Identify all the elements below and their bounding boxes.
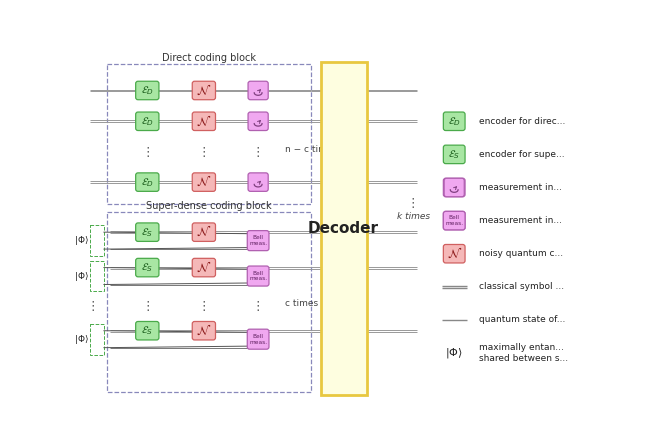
Text: c times: c times <box>285 298 318 307</box>
FancyBboxPatch shape <box>247 266 269 286</box>
FancyBboxPatch shape <box>444 145 465 164</box>
Text: $\mathcal{E}_S$: $\mathcal{E}_S$ <box>141 226 153 239</box>
FancyBboxPatch shape <box>192 112 216 131</box>
Text: $|\Phi\rangle$: $|\Phi\rangle$ <box>74 333 88 346</box>
FancyBboxPatch shape <box>135 81 159 100</box>
FancyBboxPatch shape <box>444 211 465 230</box>
Text: k times: k times <box>397 212 429 221</box>
FancyBboxPatch shape <box>321 62 366 395</box>
FancyBboxPatch shape <box>444 244 465 263</box>
FancyBboxPatch shape <box>247 329 269 349</box>
FancyBboxPatch shape <box>135 173 159 191</box>
Text: $\mathcal{E}_S$: $\mathcal{E}_S$ <box>141 324 153 337</box>
Text: Bell
meas.: Bell meas. <box>249 235 267 246</box>
Text: $\mathcal{N}$: $\mathcal{N}$ <box>446 247 462 261</box>
FancyBboxPatch shape <box>192 223 216 241</box>
Text: $\mathcal{N}$: $\mathcal{N}$ <box>196 324 212 338</box>
FancyBboxPatch shape <box>444 178 464 197</box>
FancyBboxPatch shape <box>192 81 216 100</box>
FancyBboxPatch shape <box>135 112 159 131</box>
Text: Bell
meas.: Bell meas. <box>445 215 463 226</box>
Text: Super-dense coding block: Super-dense coding block <box>146 201 272 211</box>
Text: Decoder: Decoder <box>308 221 379 236</box>
Text: Bell
meas.: Bell meas. <box>249 271 267 281</box>
Text: encoder for direc...: encoder for direc... <box>479 117 565 126</box>
Text: ⋮: ⋮ <box>141 145 153 159</box>
Text: measurement in...: measurement in... <box>479 183 562 192</box>
Text: encoder for supe...: encoder for supe... <box>479 150 565 159</box>
Text: $\mathcal{E}_D$: $\mathcal{E}_D$ <box>141 115 154 128</box>
FancyBboxPatch shape <box>192 322 216 340</box>
Text: ⋮: ⋮ <box>198 145 210 159</box>
FancyBboxPatch shape <box>444 178 465 197</box>
Text: $\mathcal{N}$: $\mathcal{N}$ <box>196 83 212 98</box>
Text: n − c times: n − c times <box>285 145 338 153</box>
Text: Direct coding block: Direct coding block <box>162 53 256 63</box>
Text: ⋮: ⋮ <box>407 197 419 210</box>
Text: $\mathcal{E}_S$: $\mathcal{E}_S$ <box>141 261 153 274</box>
FancyBboxPatch shape <box>135 258 159 277</box>
Text: $\mathcal{E}_D$: $\mathcal{E}_D$ <box>448 115 461 128</box>
Text: $\mathcal{E}_D$: $\mathcal{E}_D$ <box>141 176 154 189</box>
FancyBboxPatch shape <box>248 81 268 100</box>
Text: measurement in...: measurement in... <box>479 216 562 225</box>
Text: ⋮: ⋮ <box>252 300 265 313</box>
FancyBboxPatch shape <box>248 112 268 131</box>
Text: ⋮: ⋮ <box>87 300 99 313</box>
FancyBboxPatch shape <box>248 173 268 191</box>
Text: $|\Phi\rangle$: $|\Phi\rangle$ <box>74 269 88 283</box>
Text: $\mathcal{N}$: $\mathcal{N}$ <box>196 225 212 240</box>
FancyBboxPatch shape <box>444 211 465 230</box>
Text: noisy quantum c...: noisy quantum c... <box>479 249 563 258</box>
Text: $\mathcal{E}_D$: $\mathcal{E}_D$ <box>141 84 154 97</box>
FancyBboxPatch shape <box>192 258 216 277</box>
FancyBboxPatch shape <box>444 112 465 131</box>
Text: $|\Phi\rangle$: $|\Phi\rangle$ <box>446 346 463 360</box>
Text: $\mathcal{E}_S$: $\mathcal{E}_S$ <box>448 148 460 161</box>
Text: classical symbol ...: classical symbol ... <box>479 282 564 291</box>
Text: ⋮: ⋮ <box>252 145 265 159</box>
Text: $\mathcal{N}$: $\mathcal{N}$ <box>196 260 212 275</box>
FancyBboxPatch shape <box>135 223 159 241</box>
Text: ⋮: ⋮ <box>198 300 210 313</box>
FancyBboxPatch shape <box>135 322 159 340</box>
FancyBboxPatch shape <box>247 231 269 251</box>
Text: ⋮: ⋮ <box>141 300 153 313</box>
Text: $\mathcal{N}$: $\mathcal{N}$ <box>196 175 212 189</box>
FancyBboxPatch shape <box>192 173 216 191</box>
Text: $\mathcal{N}$: $\mathcal{N}$ <box>196 114 212 128</box>
Text: $|\Phi\rangle$: $|\Phi\rangle$ <box>74 234 88 247</box>
Text: maximally entan...
shared between s...: maximally entan... shared between s... <box>479 343 568 363</box>
Text: Bell
meas.: Bell meas. <box>249 334 267 345</box>
Text: quantum state of...: quantum state of... <box>479 315 565 324</box>
